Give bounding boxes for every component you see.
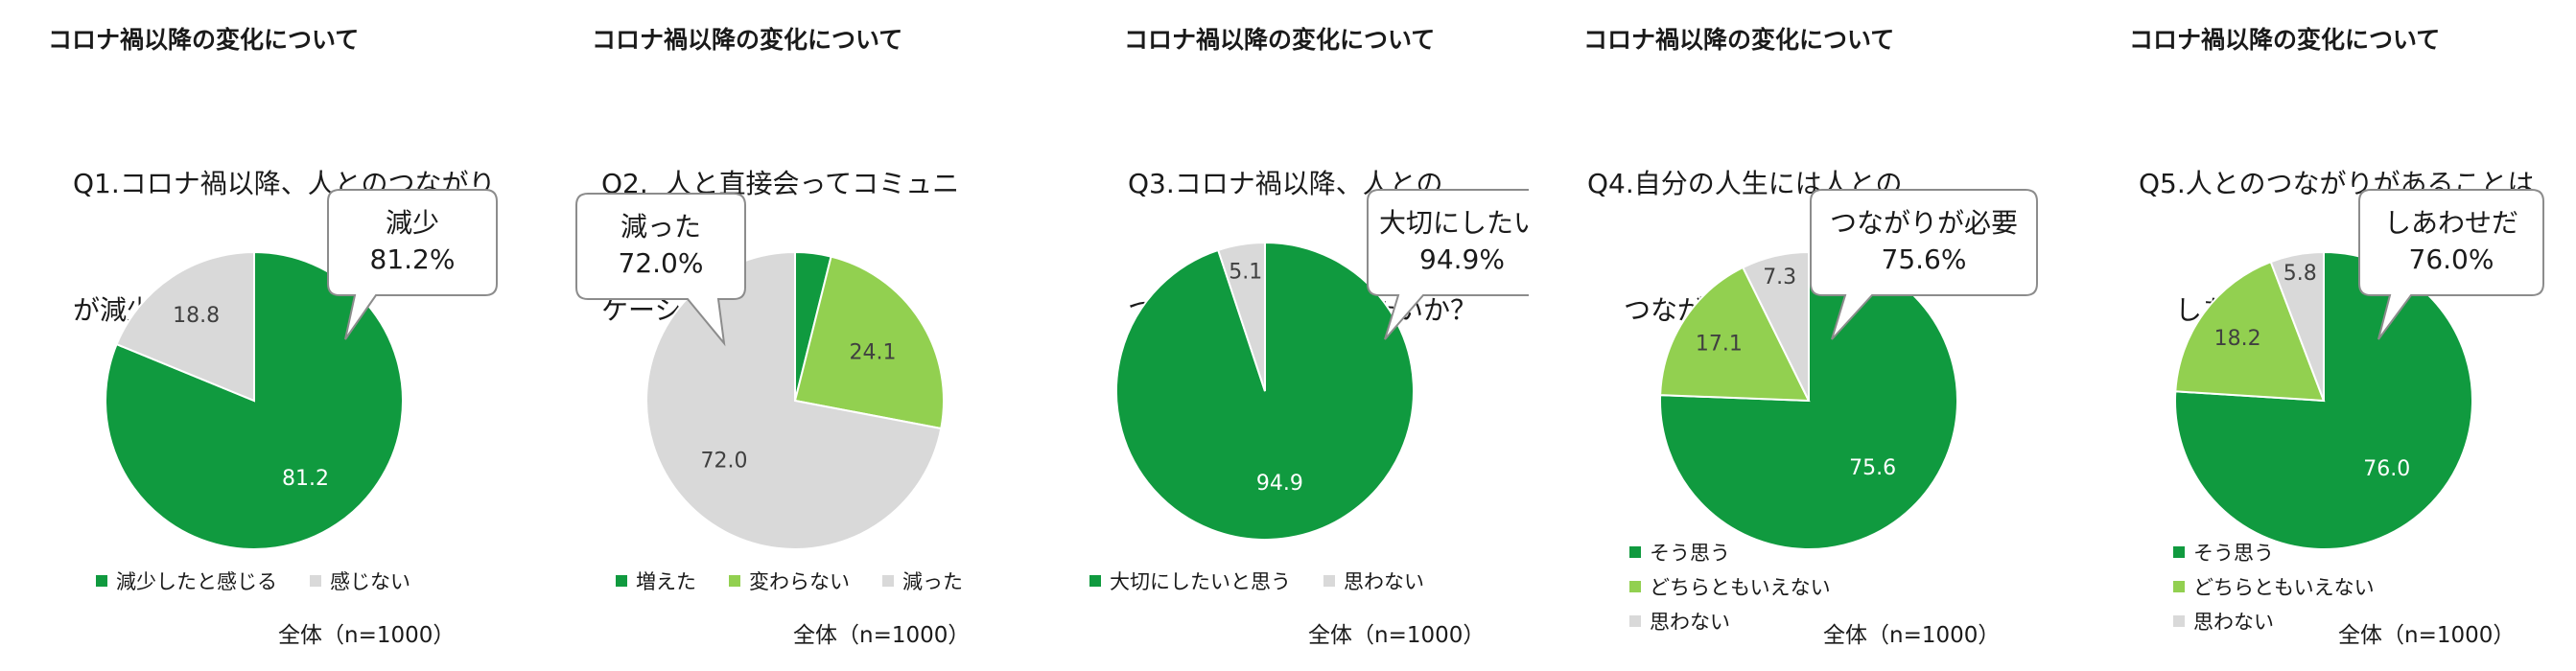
legend-item: 減った [882,564,963,598]
legend-swatch [1629,615,1641,627]
section-heading: コロナ禍以降の変化について [592,26,903,54]
legend-item: どちらともいえない [1629,569,1831,604]
legend-item: そう思う [2173,535,2375,569]
chart-panel-q1: コロナ禍以降の変化について Q1.コロナ禍以降、人とのつながり が減少したと感じ… [0,0,515,671]
legend-swatch [96,575,107,587]
slice-value-label: 76.0 [2363,457,2410,481]
legend-item: 変わらない [729,564,850,598]
section-heading: コロナ禍以降の変化について [2129,26,2441,54]
slice-value-label: 3.9 [800,216,833,240]
legend: そう思う どちらともいえない 思わない [2173,535,2375,638]
section-heading: コロナ禍以降の変化について [1124,26,1436,54]
legend-item: どちらともいえない [2173,569,2375,604]
pie-slice [1216,241,1266,392]
legend-item: 思わない [1629,604,1831,638]
legend-swatch [1323,575,1335,587]
callout-shape [1367,189,1529,340]
slice-value-label: 75.6 [1849,456,1896,480]
callout-label: 大切にしたい 94.9% [1379,207,1529,275]
pie-slice [115,250,255,403]
legend-swatch [1629,546,1641,558]
chart-panel-q3: コロナ禍以降の変化について Q3.コロナ禍以降、人との つながりを大切にしたいか… [1030,0,1545,671]
legend-item: 感じない [310,564,410,598]
pie-slice [793,255,945,430]
callout-shape [1810,189,2038,340]
pie-chart: 76.0 18.2 5.8 [2174,250,2473,550]
slice-value-label: 17.1 [1696,332,1743,356]
legend-item: 大切にしたいと思う [1089,564,1291,598]
legend-item: 思わない [2173,604,2375,638]
callout-bubble: つながりが必要 75.6% [1809,188,2039,347]
sample-size-label: 全体（n=1000） [1308,623,1486,648]
sample-size-label: 全体（n=1000） [793,623,971,648]
legend: 増えた 変わらない 減った [616,564,995,598]
chart-panel-q5: コロナ禍以降の変化について Q5.人とのつながりがあることは しあわせか？ 76… [2060,0,2575,671]
legend-item: 思わない [1323,564,1424,598]
callout-shape [327,189,498,340]
callout-bubble: 減った 72.0% [574,192,747,351]
legend-item: 増えた [616,564,696,598]
legend-swatch [2173,546,2185,558]
legend-swatch [729,575,740,587]
chart-panel-q2: コロナ禍以降の変化について Q2. 人と直接会ってコミュニ ケーションする機会は… [515,0,1030,671]
callout-bubble: 大切にしたい 94.9% [1366,188,1529,347]
callout-label: 減った 72.0% [618,211,704,279]
slice-value-label: 5.1 [1229,261,1262,285]
section-heading: コロナ禍以降の変化について [48,26,360,54]
sample-size-label: 全体（n=1000） [1823,623,2001,648]
section-heading: コロナ禍以降の変化について [1583,26,1895,54]
legend-swatch [2173,581,2185,592]
slice-value-label: 18.2 [2214,327,2261,351]
callout-label: 減少 81.2% [369,207,456,275]
sample-size-label: 全体（n=1000） [278,623,456,648]
legend: 減少したと感じる 感じない [96,564,443,598]
callout-bubble: 減少 81.2% [326,188,499,347]
pie-slice [1742,250,1810,402]
pie-slice [1659,266,1811,403]
slice-value-label: 7.3 [1763,266,1796,289]
slice-value-label: 18.8 [173,304,220,328]
slice-value-label: 5.8 [2283,262,2317,286]
slice-value-label: 81.2 [282,467,329,491]
legend-swatch [1629,581,1641,592]
slice-value-label: 24.1 [849,340,896,364]
legend-item: そう思う [1629,535,1831,569]
legend-swatch [310,575,321,587]
legend-swatch [616,575,627,587]
slice-value-label: 72.0 [700,449,747,473]
callout-shape [575,193,746,347]
callout-bubble: しあわせだ 76.0% [2357,188,2545,347]
pie-slice [2269,250,2325,402]
callout-label: しあわせだ 76.0% [2383,207,2518,275]
pie-slice [2174,260,2326,403]
pie-chart: 75.6 17.1 7.3 [1659,250,1958,550]
callout-label: つながりが必要 75.6% [1829,207,2018,275]
chart-panel-q4: コロナ禍以降の変化について Q4.自分の人生には人との つながりが必要か？ 75… [1545,0,2060,671]
pie-chart: 94.9 5.1 [1115,241,1415,541]
legend-swatch [882,575,894,587]
slice-value-label: 94.9 [1256,472,1303,496]
legend-swatch [2173,615,2185,627]
sample-size-label: 全体（n=1000） [2338,623,2516,648]
legend: 大切にしたいと思う 思わない [1089,564,1457,598]
legend: そう思う どちらともいえない 思わない [1629,535,1831,638]
legend-item: 減少したと感じる [96,564,277,598]
legend-swatch [1089,575,1101,587]
callout-shape [2358,189,2544,340]
